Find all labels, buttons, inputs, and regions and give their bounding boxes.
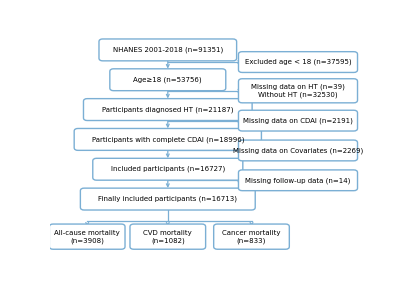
Text: Participants with complete CDAI (n=18996): Participants with complete CDAI (n=18996… (92, 136, 244, 143)
FancyBboxPatch shape (84, 99, 252, 121)
Text: Cancer mortality
(n=833): Cancer mortality (n=833) (222, 230, 281, 244)
FancyBboxPatch shape (238, 79, 358, 103)
FancyBboxPatch shape (99, 39, 237, 61)
Text: Missing data on Covariates (n=2269): Missing data on Covariates (n=2269) (233, 147, 363, 154)
Text: Missing data on HT (n=39)
Without HT (n=32530): Missing data on HT (n=39) Without HT (n=… (251, 84, 345, 98)
Text: Included participants (n=16727): Included participants (n=16727) (111, 166, 225, 172)
Text: Age≥18 (n=53756): Age≥18 (n=53756) (134, 77, 202, 83)
FancyBboxPatch shape (238, 140, 358, 161)
FancyBboxPatch shape (130, 224, 206, 249)
FancyBboxPatch shape (238, 170, 358, 191)
Text: Missing data on CDAI (n=2191): Missing data on CDAI (n=2191) (243, 117, 353, 124)
Text: All-cause mortality
(n=3908): All-cause mortality (n=3908) (54, 230, 120, 244)
Text: Excluded age < 18 (n=37595): Excluded age < 18 (n=37595) (245, 59, 351, 65)
Text: CVD mortality
(n=1082): CVD mortality (n=1082) (144, 230, 192, 244)
FancyBboxPatch shape (238, 52, 358, 72)
FancyBboxPatch shape (80, 188, 255, 210)
Text: Missing follow-up data (n=14): Missing follow-up data (n=14) (245, 177, 351, 184)
FancyBboxPatch shape (74, 129, 262, 150)
Text: Participants diagnosed HT (n=21187): Participants diagnosed HT (n=21187) (102, 106, 234, 113)
FancyBboxPatch shape (238, 110, 358, 131)
FancyBboxPatch shape (49, 224, 125, 249)
Text: Finally included participants (n=16713): Finally included participants (n=16713) (98, 196, 237, 202)
FancyBboxPatch shape (214, 224, 289, 249)
FancyBboxPatch shape (110, 69, 226, 91)
FancyBboxPatch shape (93, 158, 243, 180)
Text: NHANES 2001-2018 (n=91351): NHANES 2001-2018 (n=91351) (113, 47, 223, 53)
